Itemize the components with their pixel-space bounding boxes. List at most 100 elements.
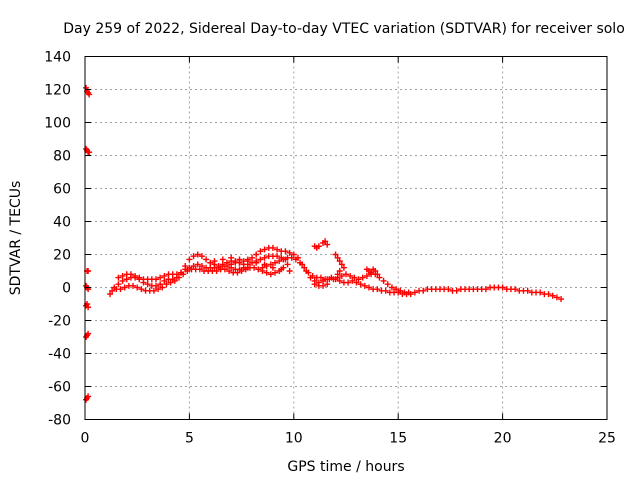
data-point — [274, 246, 281, 253]
data-point — [336, 258, 343, 265]
data-point — [150, 287, 157, 294]
data-point — [263, 269, 270, 276]
data-point — [107, 291, 114, 298]
data-point — [368, 269, 375, 276]
data-point — [272, 259, 279, 266]
data-point — [558, 296, 565, 303]
data-point — [244, 264, 251, 271]
data-point — [280, 264, 287, 271]
data-points — [83, 84, 565, 403]
data-point — [253, 259, 260, 266]
data-point — [512, 286, 519, 293]
data-point — [190, 263, 197, 270]
data-point — [159, 284, 166, 291]
data-point — [286, 268, 293, 274]
data-point — [405, 289, 412, 296]
data-point — [365, 284, 372, 291]
data-point — [215, 264, 222, 271]
data-point — [127, 271, 134, 278]
data-point — [85, 393, 92, 400]
data-point — [324, 241, 331, 248]
x-tick-label: 0 — [81, 431, 90, 447]
data-point — [380, 277, 387, 284]
data-point — [393, 286, 400, 293]
data-point — [236, 266, 243, 273]
data-point — [221, 266, 228, 273]
data-point — [297, 259, 304, 266]
data-point — [167, 279, 174, 286]
data-point — [553, 294, 560, 301]
data-point — [244, 258, 251, 265]
data-point — [234, 269, 241, 276]
y-tick-label: 120 — [44, 83, 71, 99]
data-point — [186, 256, 193, 263]
data-point — [334, 254, 341, 261]
data-point — [338, 261, 345, 268]
data-point — [397, 287, 404, 294]
data-point — [115, 281, 122, 288]
data-point — [320, 282, 327, 289]
data-point — [85, 268, 92, 274]
data-point — [363, 272, 370, 279]
axis-ticks — [84, 56, 608, 420]
data-point — [353, 279, 360, 286]
data-point — [290, 251, 297, 258]
data-point — [537, 289, 544, 296]
data-point — [309, 272, 316, 279]
y-tick-label: -60 — [48, 380, 71, 396]
data-point — [357, 281, 364, 288]
data-point — [211, 258, 218, 265]
data-point — [161, 272, 168, 279]
data-point — [213, 268, 220, 274]
y-tick-label: -20 — [48, 314, 71, 330]
data-point — [420, 287, 427, 294]
data-point — [349, 277, 356, 284]
data-point — [269, 244, 276, 251]
data-point — [203, 256, 210, 263]
data-point — [259, 268, 266, 274]
data-point — [292, 256, 299, 263]
data-point — [269, 264, 276, 271]
data-point — [355, 276, 362, 283]
data-point — [284, 261, 291, 268]
data-point — [232, 258, 239, 265]
data-point — [119, 272, 126, 279]
data-point — [130, 282, 137, 289]
x-axis-label: GPS time / hours — [287, 459, 404, 475]
data-point — [549, 292, 556, 299]
data-point — [545, 291, 552, 298]
data-point — [251, 264, 258, 271]
data-point — [345, 279, 352, 286]
data-point — [338, 272, 345, 279]
data-point — [382, 287, 389, 294]
data-point — [219, 256, 226, 263]
data-point — [351, 274, 358, 281]
y-tick-label: -40 — [48, 347, 71, 363]
data-point — [334, 271, 341, 278]
y-tick-label: 20 — [53, 248, 71, 264]
data-point — [261, 246, 268, 253]
data-point — [115, 274, 122, 281]
data-point — [524, 287, 531, 294]
data-point — [157, 274, 164, 281]
data-point — [336, 277, 343, 284]
data-point — [286, 249, 293, 256]
data-point — [388, 284, 395, 291]
data-point — [86, 149, 93, 156]
data-point — [175, 274, 182, 281]
y-tick-label: 0 — [62, 281, 71, 297]
data-point — [226, 268, 233, 274]
data-point — [261, 254, 268, 261]
data-point — [132, 272, 139, 279]
data-point — [384, 281, 391, 288]
plot-frame — [84, 56, 608, 420]
data-point — [253, 251, 260, 258]
data-point — [109, 287, 116, 294]
data-point — [272, 269, 279, 276]
data-point — [499, 284, 506, 291]
data-point — [152, 282, 159, 289]
data-point — [332, 251, 339, 258]
data-point — [376, 274, 383, 281]
data-point — [315, 243, 322, 250]
data-point — [194, 251, 201, 258]
